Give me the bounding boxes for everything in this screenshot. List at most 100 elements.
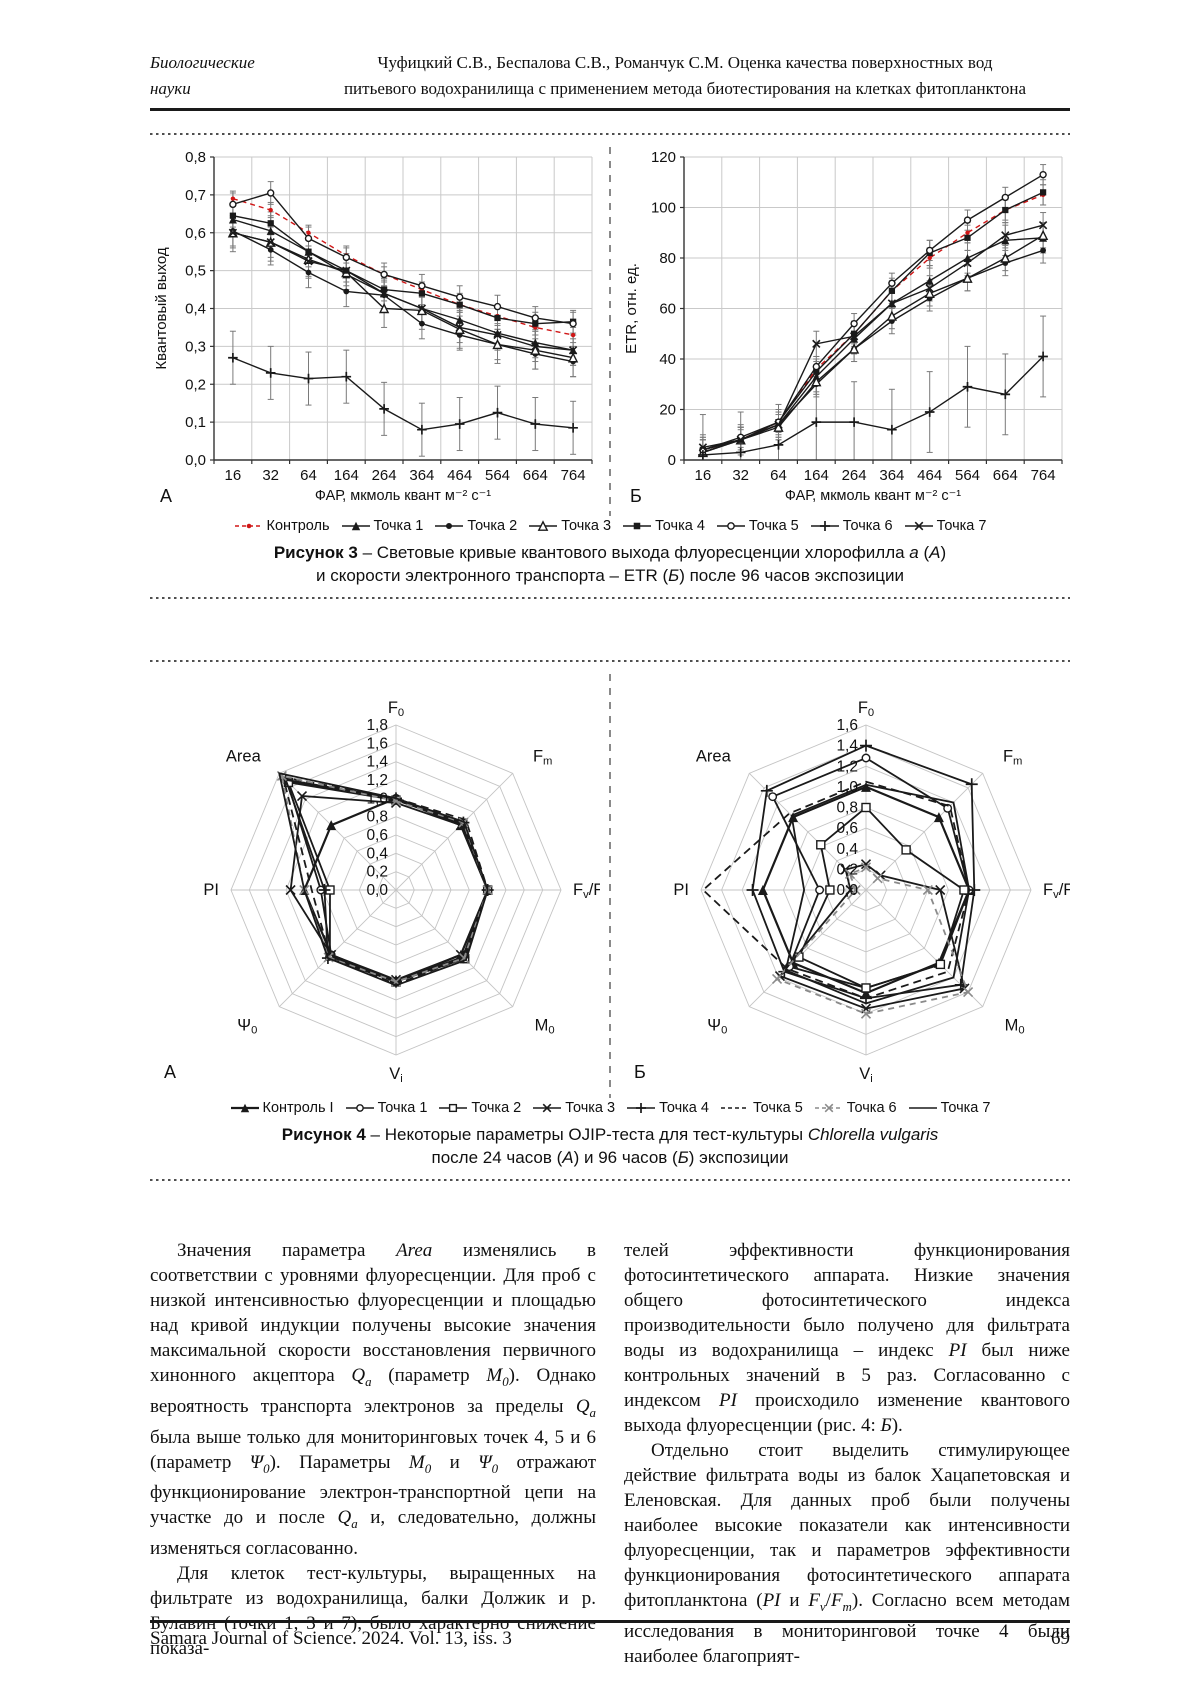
svg-text:1,4: 1,4 [366,754,388,771]
legend-label: Точка 7 [936,518,987,534]
section-line-1: Биологические [150,53,255,72]
svg-text:1,8: 1,8 [366,717,388,734]
paragraph: телей эффективности функционирования фот… [624,1240,1070,1436]
running-title-line-1: Чуфицкий С.В., Беспалова С.В., Романчук … [377,53,993,72]
legend-marker-x-icon [533,1103,562,1113]
figure-3-caption-line-2: и скорости электронного транспорта – ETR… [316,566,904,586]
legend-label: Точка 4 [659,1100,709,1116]
legend-item-Контроль I: Контроль I [230,1100,334,1116]
legend-item-Контроль: Контроль [234,518,330,534]
journal-name: Samara Journal of Science. 2024. Vol. 13… [150,1628,512,1649]
svg-text:0,6: 0,6 [836,820,858,837]
svg-text:PI: PI [673,881,689,899]
legend-marker-square-open-icon [439,1103,468,1113]
svg-text:Б: Б [634,1062,646,1082]
series-Точка 6 [228,352,578,435]
legend-marker-square-icon [623,522,652,530]
panel-divider [609,147,611,516]
article-body: Значения параметра Area изменялись в соо… [150,1238,1070,1669]
svg-text:Fv/Fm: Fv/Fm [1043,881,1070,901]
series-Точка 7 [228,228,578,355]
svg-text:0,0: 0,0 [366,882,388,899]
running-title-line-2: питьевого водохранилища с применением ме… [343,78,1027,98]
svg-text:ФАР, мкмоль квант м⁻² с⁻¹: ФАР, мкмоль квант м⁻² с⁻¹ [785,488,961,504]
svg-text:Vi: Vi [389,1065,403,1085]
dotted-rule-bottom [150,596,1070,599]
legend-item-Точка 3: Точка 3 [532,1100,615,1116]
svg-text:80: 80 [659,250,676,267]
svg-text:Б: Б [630,486,642,506]
svg-text:164: 164 [334,467,359,484]
legend-item-Точка 4: Точка 4 [622,518,705,534]
legend-item-Точка 7: Точка 7 [908,1100,990,1116]
svg-text:ФАР, мкмоль квант м⁻² с⁻¹: ФАР, мкмоль квант м⁻² с⁻¹ [315,488,491,504]
legend-label: Точка 3 [565,1100,616,1116]
svg-text:464: 464 [917,467,942,484]
series-Точка 7 [278,772,489,987]
svg-text:PI: PI [203,881,219,899]
svg-text:Fm: Fm [1003,747,1022,767]
svg-text:0,1: 0,1 [185,414,206,431]
legend-item-Точка 5: Точка 5 [720,1100,803,1116]
svg-text:0,2: 0,2 [366,864,388,881]
svg-text:0,5: 0,5 [185,263,206,280]
svg-text:Area: Area [226,747,262,765]
legend-marker-circle-open-icon [716,522,745,530]
legend-label: Контроль [266,518,330,534]
dotted-rule-bottom [150,1178,1070,1181]
svg-text:1,2: 1,2 [836,758,858,775]
svg-text:0,2: 0,2 [185,376,206,393]
legend-marker-plus-icon [810,520,839,532]
legend-item-Точка 6: Точка 6 [810,518,893,534]
figure-4-caption-line-2: после 24 часов (А) и 96 часов (Б) экспоз… [431,1148,789,1168]
legend-marker-dot-icon [234,523,263,529]
legend-label: Точка 5 [752,1100,803,1116]
svg-text:664: 664 [993,467,1018,484]
legend-marker-line-icon [908,1107,937,1109]
svg-text:0,4: 0,4 [185,301,206,318]
figure-3-charts: 0,0 0,1 0,2 0,3 0,4 0,5 0,6 0,7 0,8 16 32 64 164 264 3… [150,135,1070,516]
svg-text:264: 264 [842,467,867,484]
legend-marker-tri-open-icon [529,520,558,531]
svg-text:0,8: 0,8 [185,149,206,166]
svg-text:0,0: 0,0 [836,882,858,899]
svg-text:64: 64 [300,467,317,484]
svg-text:16: 16 [695,467,712,484]
svg-text:564: 564 [485,467,510,484]
svg-text:А: А [160,486,172,506]
legend-marker-x-icon [814,1103,843,1113]
svg-text:F0: F0 [388,699,404,719]
page-number: 69 [1051,1628,1070,1649]
figure-3-caption-line-1: Рисунок 3 – Световые кривые квантового в… [273,543,947,562]
series-Точка 2 [794,802,969,993]
svg-text:564: 564 [955,467,980,484]
legend-marker-circle-open-icon [345,1104,374,1112]
series-Точка 5 [229,189,577,328]
figure-4-caption-line-1: Рисунок 4 – Некоторые параметры OJIP-тес… [281,1125,939,1144]
text-column-left: Значения параметра Area изменялись в соо… [150,1238,596,1669]
page-footer: Samara Journal of Science. 2024. Vol. 13… [150,1620,1070,1650]
section-label: Биологические науки [150,50,300,101]
svg-text:1,0: 1,0 [366,790,388,807]
svg-text:0,0: 0,0 [185,452,206,469]
svg-text:464: 464 [447,467,472,484]
svg-text:Fm: Fm [533,747,552,767]
series-Точка 7 [784,783,971,1005]
svg-text:664: 664 [523,467,548,484]
dotted-rule-top [150,133,1070,135]
svg-text:0,6: 0,6 [366,827,388,844]
figure-3-caption: Рисунок 3 – Световые кривые квантового в… [150,541,1070,597]
section-line-2: науки [150,78,191,98]
paragraph: Значения параметра Area изменялись в соо… [150,1240,597,1560]
series-Точка 7 [698,221,1048,452]
radar-chart-ojip-24h: 1,81,6 1,41,21,0 0,80,60,4 0,20,0 F0 Fm Fv/Fm M… [164,699,600,1085]
figure-4-caption: Рисунок 4 – Некоторые параметры OJIP-тес… [150,1123,1070,1179]
legend-item-Точка 3: Точка 3 [528,518,611,534]
svg-text:120: 120 [651,149,676,166]
svg-text:764: 764 [1031,467,1056,484]
legend-item-Точка 1: Точка 1 [345,1100,427,1116]
svg-text:ETR, отн. ед.: ETR, отн. ед. [623,263,640,354]
figure-3-legend: Контроль Точка 1 Точка 2 Точка 3 Точка 4 Точк… [150,518,1070,534]
legend-label: Точка 2 [467,518,518,534]
